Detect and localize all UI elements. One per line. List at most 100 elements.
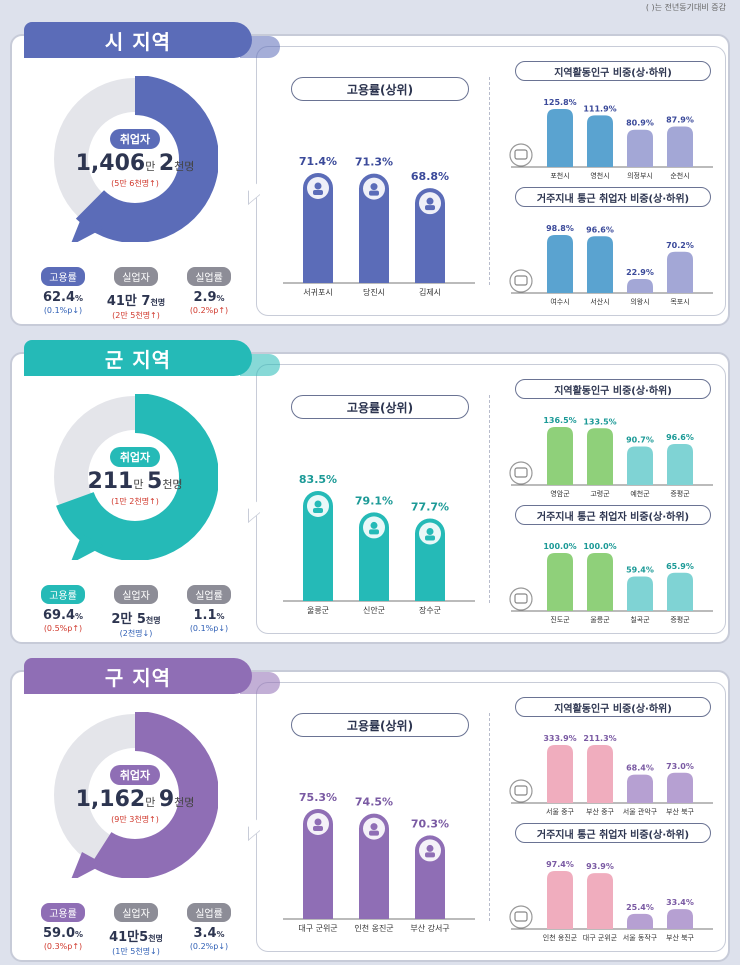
stat-value: 59.0% bbox=[28, 926, 98, 941]
population-chart: 136.5% 영암군 133.5% 고령군 90.7% 예천군 96.6% 증평군 bbox=[509, 416, 713, 498]
bar bbox=[587, 115, 613, 167]
bar-group: 68.4% 서울 관악구 bbox=[623, 764, 658, 816]
employed-mid: 9 bbox=[158, 787, 175, 812]
stat-2: 실업률 1.1% (0.1%p↓) bbox=[174, 584, 244, 633]
commute-chart: 98.8% 여수시 96.6% 서산시 22.9% 의왕시 70.2% 목포시 bbox=[509, 224, 713, 306]
bar-value-label: 74.5% bbox=[355, 796, 393, 809]
bar-group: 100.0% 울릉군 bbox=[583, 542, 616, 624]
stat-label: 고용률 bbox=[41, 903, 85, 922]
bar bbox=[667, 772, 693, 803]
bar bbox=[627, 576, 653, 611]
person-icon-body bbox=[313, 508, 323, 513]
employed-value: 1,406만 2천명 bbox=[76, 151, 195, 176]
employed-main: 1,406 bbox=[75, 151, 146, 176]
bar-value-label: 80.9% bbox=[626, 119, 654, 128]
bar bbox=[667, 909, 693, 929]
stats-row: 고용률 69.4% (0.5%p↑) 실업자 2만 5천명 (2천명↓) 실업률 1.1% (0… bbox=[28, 584, 248, 644]
bar-category-label: 증평군 bbox=[670, 615, 690, 624]
bar-category-label: 의정부시 bbox=[627, 171, 653, 180]
stat-change: (0.2%p↑) bbox=[189, 306, 229, 315]
card: 취업자 1,406만 2천명 (5만 6천명↑) 고용률 62.4% (0.1%p↓) 실업… bbox=[10, 34, 730, 326]
employed-unit2: 천명 bbox=[162, 478, 183, 491]
panel-divider bbox=[489, 77, 490, 285]
bar-category-label: 부산 북구 bbox=[666, 933, 695, 942]
person-icon-head bbox=[370, 183, 378, 191]
employment-title: 고용률(상위) bbox=[291, 395, 469, 419]
stat-change: (0.1%p↓) bbox=[189, 624, 229, 633]
population-title: 지역활동인구 비중(상·하위) bbox=[515, 379, 711, 399]
bar bbox=[587, 873, 613, 929]
stat-label: 실업자 bbox=[114, 903, 158, 922]
bar-value-label: 96.6% bbox=[666, 433, 694, 442]
stat-1: 실업자 41만 7천명 (2만 5천명↑) bbox=[101, 266, 171, 321]
employment-title: 고용률(상위) bbox=[291, 77, 469, 101]
donut-arc bbox=[52, 712, 218, 878]
bar-group: 80.9% 의정부시 bbox=[626, 119, 654, 180]
car-icon bbox=[509, 587, 533, 611]
stat-label: 실업률 bbox=[187, 903, 231, 922]
stat-number: 59.0 bbox=[42, 926, 76, 941]
stat-change: (0.5%p↑) bbox=[43, 624, 83, 633]
stat-label: 실업률 bbox=[187, 585, 231, 604]
bar-group: 211.3% 부산 중구 bbox=[583, 734, 616, 816]
person-icon-body bbox=[369, 529, 379, 535]
section-si: 취업자 1,406만 2천명 (5만 6천명↑) 고용률 62.4% (0.1%p↓) 실업… bbox=[10, 22, 730, 328]
section-title: 시 지역 bbox=[24, 22, 252, 58]
stat-value: 2.9% bbox=[174, 290, 244, 305]
bar-group: 74.5% 인천 옹진군 bbox=[354, 796, 393, 933]
bar bbox=[627, 774, 653, 803]
bar bbox=[667, 443, 693, 485]
stat-label: 실업률 bbox=[187, 267, 231, 286]
bar-value-label: 87.9% bbox=[666, 115, 694, 124]
employed-label: 취업자 bbox=[109, 765, 161, 785]
bar-category-label: 예천군 bbox=[630, 489, 650, 498]
stat-unit: 천명 bbox=[148, 934, 163, 943]
bar-category-label: 대구 군위군 bbox=[583, 934, 618, 942]
person-icon-head bbox=[314, 500, 322, 508]
bar-value-label: 100.0% bbox=[583, 542, 616, 551]
section-title: 군 지역 bbox=[24, 340, 252, 376]
bar-value-label: 133.5% bbox=[583, 417, 616, 426]
bar-group: 59.4% 칠곡군 bbox=[626, 566, 654, 624]
donut-svg bbox=[52, 394, 218, 560]
stat-1: 실업자 2만 5천명 (2천명↓) bbox=[101, 584, 171, 639]
bar bbox=[627, 129, 653, 167]
bar-group: 87.9% 순천시 bbox=[666, 115, 694, 180]
bar bbox=[415, 188, 445, 283]
bar bbox=[359, 813, 389, 919]
stat-number: 41만5 bbox=[109, 930, 149, 945]
bar-value-label: 68.4% bbox=[626, 764, 654, 773]
bar-value-label: 83.5% bbox=[299, 473, 337, 486]
stat-unit: % bbox=[75, 294, 84, 303]
bar bbox=[547, 745, 573, 803]
employed-unit2: 천명 bbox=[174, 160, 195, 173]
bar-group: 71.3% 당진시 bbox=[355, 156, 393, 297]
car-icon bbox=[509, 905, 533, 929]
stat-2: 실업률 2.9% (0.2%p↑) bbox=[174, 266, 244, 315]
commute-chart: 100.0% 진도군 100.0% 울릉군 59.4% 칠곡군 65.9% 증평군 bbox=[509, 542, 713, 624]
bar-group: 133.5% 고령군 bbox=[583, 417, 616, 498]
employment-chart: 75.3% 대구 군위군 74.5% 인천 옹진군 70.3% 부산 강서구 bbox=[283, 791, 475, 933]
employed-change: (9만 3천명↑) bbox=[111, 815, 159, 824]
stats-row: 고용률 59.0% (0.3%p↑) 실업자 41만5천명 (1만 5천명↓) 실업률 3.4… bbox=[28, 902, 248, 962]
bar-value-label: 333.9% bbox=[543, 734, 576, 743]
stat-unit: 천명 bbox=[150, 298, 166, 307]
section-gun: 취업자 211만 5천명 (1만 2천명↑) 고용률 69.4% (0.5%p↑) 실업자 2… bbox=[10, 340, 730, 646]
population-icon bbox=[509, 461, 533, 485]
stat-label: 고용률 bbox=[41, 267, 85, 286]
bar-group: 136.5% 영암군 bbox=[543, 416, 576, 498]
stat-value: 69.4% bbox=[28, 608, 98, 623]
person-icon-body bbox=[425, 535, 435, 541]
bar-value-label: 33.4% bbox=[666, 898, 694, 907]
bar-value-label: 75.3% bbox=[299, 791, 337, 804]
employed-main: 1,162 bbox=[75, 787, 146, 812]
stat-0: 고용률 59.0% (0.3%p↑) bbox=[28, 902, 98, 951]
stat-label: 고용률 bbox=[41, 585, 85, 604]
employed-value: 1,162만 9천명 bbox=[76, 787, 195, 812]
donut-svg bbox=[52, 712, 218, 878]
stat-value: 3.4% bbox=[174, 926, 244, 941]
bar-group: 100.0% 진도군 bbox=[543, 542, 576, 624]
stat-value: 62.4% bbox=[28, 290, 98, 305]
bar bbox=[547, 427, 573, 485]
bar-value-label: 90.7% bbox=[626, 435, 654, 444]
